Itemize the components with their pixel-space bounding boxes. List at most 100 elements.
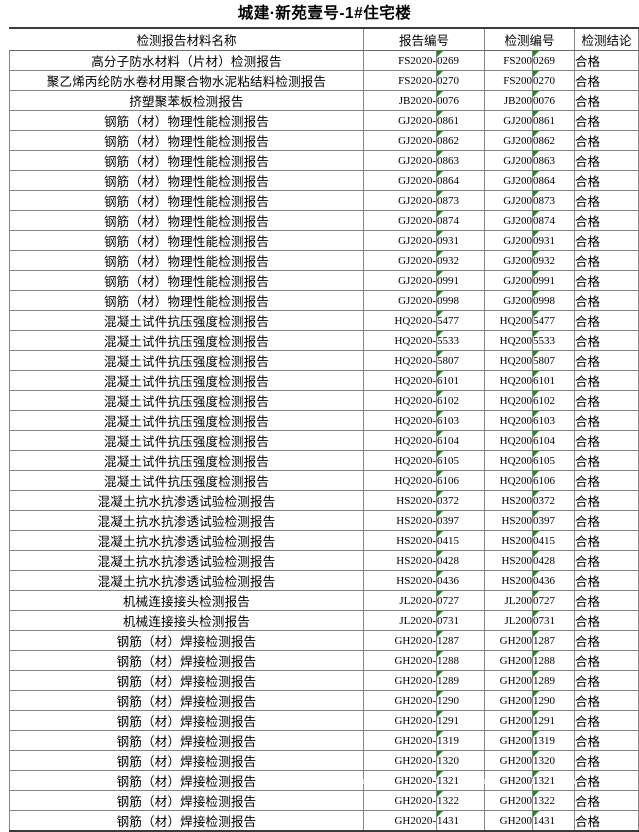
cell-test-prefix[interactable]: JL200 [484,590,534,611]
cell-test-number[interactable]: 6103 [532,410,576,431]
cell-test-prefix[interactable]: HS200 [484,490,534,511]
cell-test-prefix[interactable]: GH200 [484,670,534,691]
cell-conclusion[interactable]: 合格 [574,490,639,511]
cell-material-name[interactable]: 钢筋（材）物理性能检测报告 [9,230,364,251]
table-row[interactable]: 钢筋（材）焊接检测报告 GH2020- 1320 GH200 1320 合格 [9,750,639,771]
cell-conclusion[interactable]: 合格 [574,530,639,551]
cell-test-number[interactable]: 0873 [532,190,576,211]
cell-material-name[interactable]: 混凝土试件抗压强度检测报告 [9,350,364,371]
cell-test-prefix[interactable]: HQ200 [484,410,534,431]
cell-test-prefix[interactable]: GJ200 [484,130,534,151]
cell-test-number[interactable]: 0991 [532,270,576,291]
cell-report-number[interactable]: 1320 [435,750,486,771]
cell-material-name[interactable]: 钢筋（材）焊接检测报告 [9,650,364,671]
cell-report-prefix[interactable]: GH2020- [363,670,437,691]
cell-material-name[interactable]: 混凝土试件抗压强度检测报告 [9,390,364,411]
table-row[interactable]: 钢筋（材）焊接检测报告 GH2020- 1291 GH200 1291 合格 [9,710,639,731]
cell-report-number[interactable]: 0862 [435,130,486,151]
table-row[interactable]: 钢筋（材）焊接检测报告 GH2020- 1290 GH200 1290 合格 [9,690,639,711]
cell-report-number[interactable]: 0372 [435,490,486,511]
cell-test-number[interactable]: 0397 [532,510,576,531]
cell-conclusion[interactable]: 合格 [574,810,639,832]
cell-report-prefix[interactable]: GH2020- [363,730,437,751]
cell-test-number[interactable]: 0932 [532,250,576,271]
cell-report-number[interactable]: 0873 [435,190,486,211]
cell-test-prefix[interactable]: HQ200 [484,310,534,331]
table-row[interactable]: 聚乙烯丙纶防水卷材用聚合物水泥粘结料检测报告 FS2020- 0270 FS200 02… [9,70,639,91]
cell-report-number[interactable]: 0415 [435,530,486,551]
cell-test-prefix[interactable]: HS200 [484,530,534,551]
table-row[interactable]: 混凝土试件抗压强度检测报告 HQ2020- 6102 HQ200 6102 合格 [9,390,639,411]
cell-material-name[interactable]: 混凝土试件抗压强度检测报告 [9,450,364,471]
cell-report-prefix[interactable]: HQ2020- [363,310,437,331]
table-row[interactable]: 钢筋（材）物理性能检测报告 GJ2020- 0862 GJ200 0862 合格 [9,130,639,151]
cell-test-prefix[interactable]: GH200 [484,710,534,731]
cell-conclusion[interactable]: 合格 [574,470,639,491]
cell-material-name[interactable]: 混凝土抗水抗渗透试验检测报告 [9,570,364,591]
cell-report-number[interactable]: 0874 [435,210,486,231]
cell-test-number[interactable]: 1320 [532,750,576,771]
cell-report-prefix[interactable]: JL2020- [363,610,437,631]
table-row[interactable]: 混凝土试件抗压强度检测报告 HQ2020- 6105 HQ200 6105 合格 [9,450,639,471]
cell-material-name[interactable]: 钢筋（材）焊接检测报告 [9,810,364,832]
cell-test-number[interactable]: 1290 [532,690,576,711]
cell-test-number[interactable]: 5533 [532,330,576,351]
cell-report-prefix[interactable]: HQ2020- [363,450,437,471]
cell-test-prefix[interactable]: GJ200 [484,170,534,191]
cell-report-number[interactable]: 6106 [435,470,486,491]
cell-conclusion[interactable]: 合格 [574,750,639,771]
table-row[interactable]: 混凝土试件抗压强度检测报告 HQ2020- 6104 HQ200 6104 合格 [9,430,639,451]
cell-material-name[interactable]: 钢筋（材）物理性能检测报告 [9,150,364,171]
cell-report-number[interactable]: 0270 [435,70,486,91]
table-row[interactable]: 混凝土试件抗压强度检测报告 HQ2020- 6106 HQ200 6106 合格 [9,470,639,491]
cell-report-prefix[interactable]: GJ2020- [363,130,437,151]
table-row[interactable]: 钢筋（材）物理性能检测报告 GJ2020- 0991 GJ200 0991 合格 [9,270,639,291]
cell-conclusion[interactable]: 合格 [574,430,639,451]
cell-report-number[interactable]: 0932 [435,250,486,271]
cell-conclusion[interactable]: 合格 [574,270,639,291]
cell-conclusion[interactable]: 合格 [574,410,639,431]
cell-test-number[interactable]: 0874 [532,210,576,231]
cell-report-prefix[interactable]: HS2020- [363,530,437,551]
cell-report-prefix[interactable]: GH2020- [363,630,437,651]
cell-test-number[interactable]: 6102 [532,390,576,411]
cell-material-name[interactable]: 钢筋（材）物理性能检测报告 [9,130,364,151]
table-row[interactable]: 钢筋（材）焊接检测报告 GH2020- 1289 GH200 1289 合格 [9,670,639,691]
cell-test-number[interactable]: 1291 [532,710,576,731]
cell-material-name[interactable]: 钢筋（材）焊接检测报告 [9,690,364,711]
cell-report-number[interactable]: 0269 [435,50,486,71]
cell-material-name[interactable]: 钢筋（材）物理性能检测报告 [9,110,364,131]
cell-report-prefix[interactable]: HS2020- [363,570,437,591]
table-row[interactable]: 混凝土试件抗压强度检测报告 HQ2020- 5807 HQ200 5807 合格 [9,350,639,371]
cell-material-name[interactable]: 混凝土试件抗压强度检测报告 [9,410,364,431]
cell-material-name[interactable]: 钢筋（材）焊接检测报告 [9,670,364,691]
cell-conclusion[interactable]: 合格 [574,330,639,351]
cell-material-name[interactable]: 高分子防水材料（片材）检测报告 [9,50,364,71]
table-row[interactable]: 挤塑聚苯板检测报告 JB2020- 0076 JB200 0076 合格 [9,90,639,111]
cell-test-prefix[interactable]: GJ200 [484,270,534,291]
cell-material-name[interactable]: 混凝土抗水抗渗透试验检测报告 [9,510,364,531]
cell-report-prefix[interactable]: GJ2020- [363,150,437,171]
cell-conclusion[interactable]: 合格 [574,170,639,191]
cell-test-number[interactable]: 1431 [532,810,576,832]
table-row[interactable]: 钢筋（材）焊接检测报告 GH2020- 1287 GH200 1287 合格 [9,630,639,651]
cell-report-prefix[interactable]: GJ2020- [363,250,437,271]
cell-report-number[interactable]: 0864 [435,170,486,191]
cell-report-number[interactable]: 1431 [435,810,486,832]
cell-test-number[interactable]: 0372 [532,490,576,511]
cell-report-number[interactable]: 0436 [435,570,486,591]
cell-test-prefix[interactable]: HQ200 [484,370,534,391]
cell-material-name[interactable]: 钢筋（材）焊接检测报告 [9,710,364,731]
cell-conclusion[interactable]: 合格 [574,230,639,251]
cell-report-number[interactable]: 0727 [435,590,486,611]
table-row[interactable]: 钢筋（材）焊接检测报告 GH2020- 1431 GH200 1431 合格 [9,810,639,832]
cell-test-number[interactable]: 0727 [532,590,576,611]
cell-conclusion[interactable]: 合格 [574,570,639,591]
cell-test-prefix[interactable]: HS200 [484,550,534,571]
cell-test-prefix[interactable]: GJ200 [484,250,534,271]
cell-test-number[interactable]: 1288 [532,650,576,671]
cell-report-number[interactable]: 0397 [435,510,486,531]
cell-conclusion[interactable]: 合格 [574,250,639,271]
cell-report-number[interactable]: 1287 [435,630,486,651]
cell-report-prefix[interactable]: GJ2020- [363,230,437,251]
